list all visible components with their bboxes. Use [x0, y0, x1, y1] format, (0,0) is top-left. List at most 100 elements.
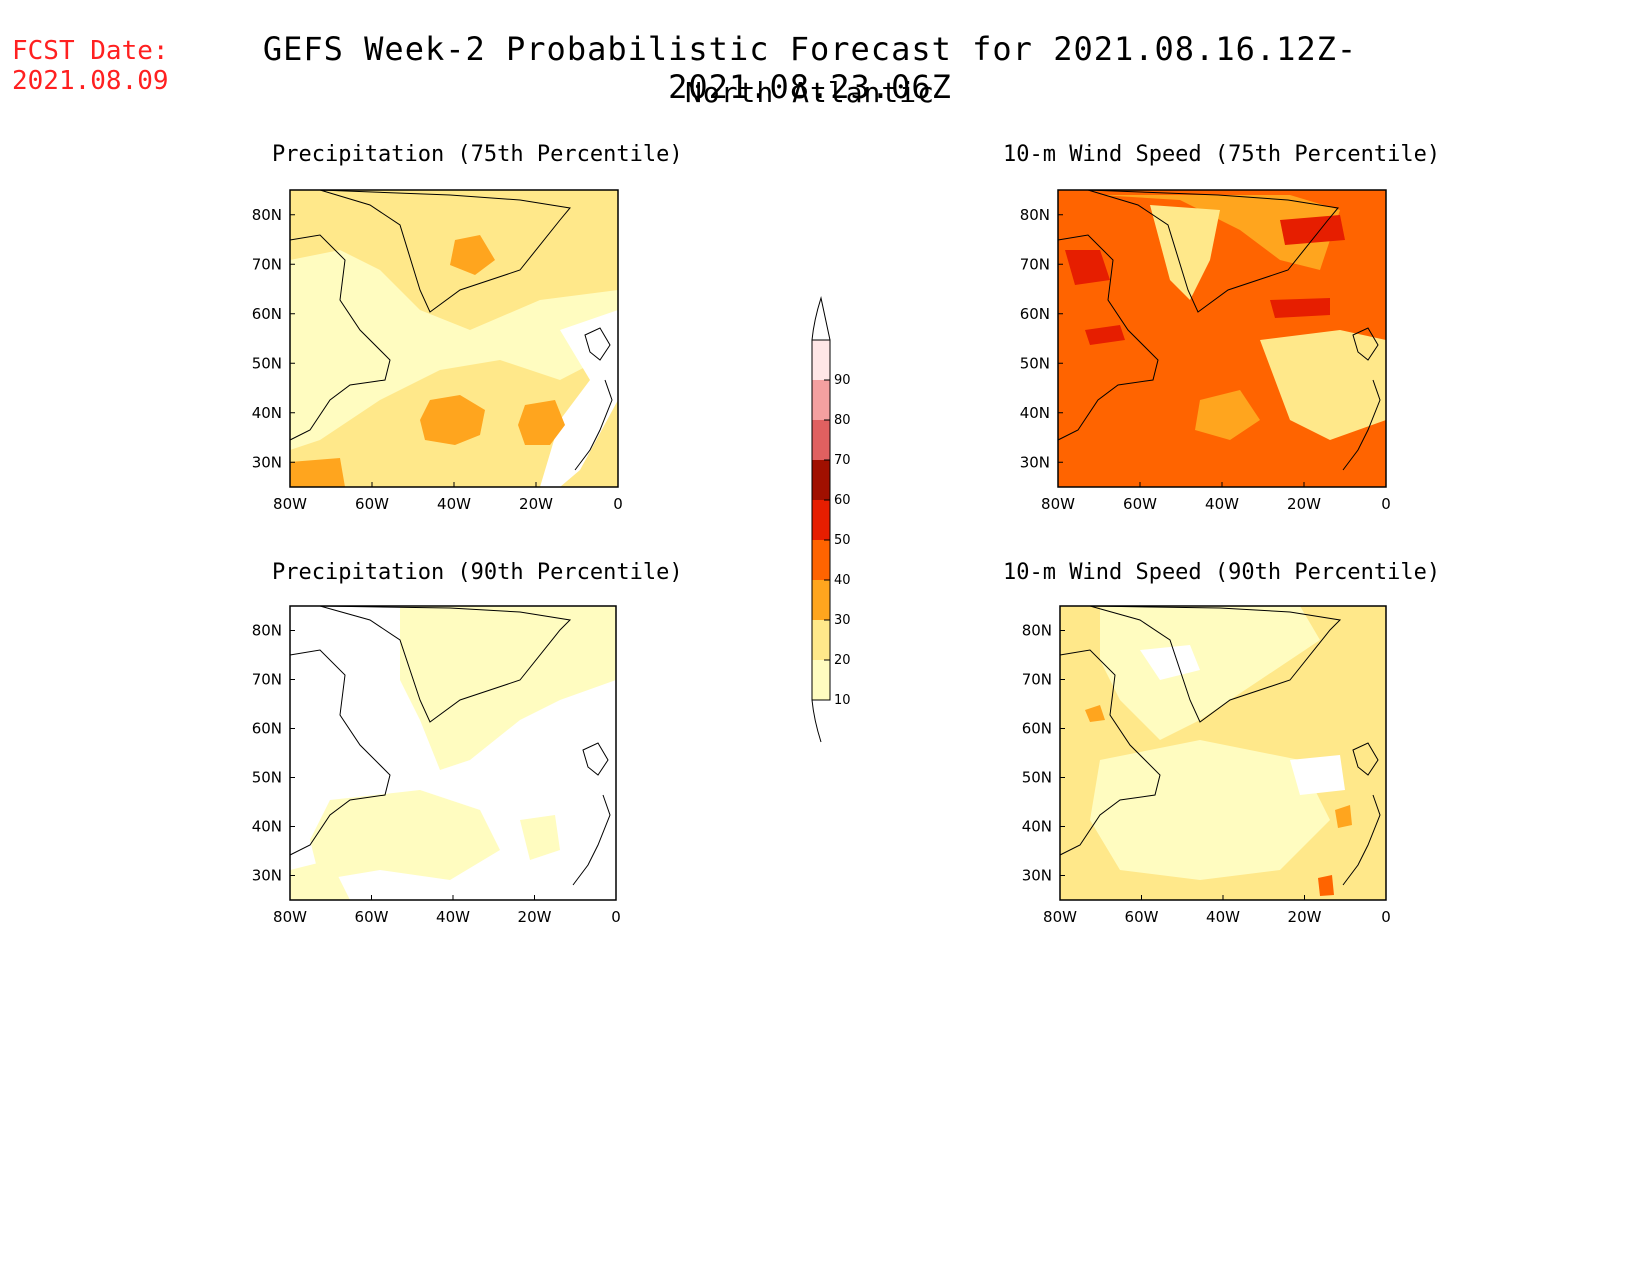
europe-africa-coast: [1342, 794, 1381, 886]
lat-tick-label: 50N: [252, 769, 282, 787]
colorbar-label: 90: [834, 373, 851, 388]
lon-tick-label: 20W: [518, 908, 552, 926]
europe-africa-coast: [574, 379, 613, 471]
lon-tick-label: 80W: [1041, 495, 1075, 513]
lat-tick-label: 60N: [252, 305, 282, 323]
colorbar-cap-bottom: [811, 699, 830, 743]
lat-tick-label: 60N: [252, 720, 282, 738]
shade-orange-north: [1100, 195, 1340, 270]
lat-tick-label: 70N: [1020, 255, 1050, 273]
shade-yellow-east: [1260, 330, 1386, 440]
lon-tick-label: 60W: [355, 908, 389, 926]
shade-orange-1: [1085, 705, 1105, 722]
lat-tick-label: 60N: [1020, 305, 1050, 323]
map-panel-precip-90: [289, 605, 617, 901]
lon-tick-label: 60W: [1123, 495, 1157, 513]
lat-tick-label: 70N: [252, 671, 282, 689]
colorbar-swatch: [812, 580, 830, 620]
colorbar-swatch: [812, 540, 830, 580]
shade-red-4: [1065, 250, 1110, 285]
greenland-coast: [319, 189, 571, 313]
lat-tick-label: 30N: [252, 867, 282, 885]
lat-tick-label: 40N: [1020, 404, 1050, 422]
colorbar-label: 30: [834, 613, 851, 628]
lat-tick-label: 50N: [1022, 769, 1052, 787]
lat-tick-label: 30N: [1022, 867, 1052, 885]
colorbar-cap-top: [811, 296, 831, 341]
colorbar-swatch: [812, 380, 830, 420]
europe-africa-coast: [572, 794, 611, 886]
colorbar-label: 20: [834, 653, 851, 668]
greenland-coast: [319, 605, 572, 723]
colorbar-swatch: [812, 500, 830, 540]
lat-tick-label: 40N: [252, 404, 282, 422]
panel-title-precip-90: Precipitation (90th Percentile): [272, 560, 683, 585]
lat-tick-label: 60N: [1022, 720, 1052, 738]
shade-yellow-greenland: [1150, 205, 1220, 300]
axis-labels: 80W 60W 40W 20W 0 80N 70N 60N 50N 40N 30N 80W 60W 40W…: [252, 206, 1391, 926]
colorbar-label: 60: [834, 493, 851, 508]
lat-tick-label: 30N: [252, 453, 282, 471]
panel-title-wind-75: 10-m Wind Speed (75th Percentile): [1003, 142, 1441, 167]
lat-tick-label: 80N: [252, 622, 282, 640]
shade-darkorange-1: [1318, 875, 1334, 896]
lon-tick-label: 20W: [519, 495, 553, 513]
lat-tick-label: 40N: [252, 818, 282, 836]
shade-light-north: [1100, 606, 1320, 740]
lon-tick-label: 20W: [1288, 908, 1322, 926]
lat-tick-label: 50N: [1020, 354, 1050, 372]
shade-light-south: [310, 790, 500, 880]
shade-white-east: [540, 310, 618, 487]
lon-tick-label: 60W: [355, 495, 389, 513]
shade-red-3: [1085, 325, 1125, 345]
panel-title-wind-90: 10-m Wind Speed (90th Percentile): [1003, 560, 1441, 585]
shade-orange-1: [420, 395, 485, 445]
lon-tick-label: 40W: [1205, 495, 1239, 513]
shade-white-2: [1290, 755, 1345, 795]
lat-tick-label: 80N: [252, 206, 282, 224]
lat-tick-label: 80N: [1022, 622, 1052, 640]
colorbar-swatch: [812, 460, 830, 500]
shade-light-sw: [290, 860, 350, 900]
map-panel-precip-75: [289, 189, 619, 488]
north-america-coast: [289, 234, 391, 441]
europe-africa-coast: [1342, 379, 1381, 471]
shade-light-east: [520, 815, 560, 860]
lon-tick-label: 0: [1381, 495, 1391, 513]
british-isles-coast: [1352, 742, 1379, 776]
map-panel-wind-90: [1059, 605, 1387, 901]
colorbar: 10 20 30 40 50 60 70 80 90: [811, 296, 851, 743]
greenland-coast: [1089, 605, 1342, 723]
british-isles-coast: [584, 327, 611, 361]
page-subtitle: North Atlantic: [684, 76, 935, 109]
colorbar-swatch: [812, 340, 830, 380]
lon-tick-label: 0: [1381, 908, 1391, 926]
colorbar-label: 40: [834, 573, 851, 588]
shade-orange-4: [290, 458, 345, 487]
colorbar-label: 50: [834, 533, 851, 548]
map-panel-wind-75: [1057, 189, 1387, 488]
lon-tick-label: 80W: [273, 908, 307, 926]
page-title: GEFS Week-2 Probabilistic Forecast for 2…: [262, 30, 1358, 106]
north-america-coast: [1057, 234, 1159, 441]
shade-orange-2: [1335, 805, 1352, 828]
north-america-coast: [1059, 649, 1161, 856]
shade-orange-2: [518, 400, 565, 445]
shade-light-central: [1090, 740, 1330, 880]
lat-tick-label: 70N: [252, 255, 282, 273]
lat-tick-label: 70N: [1022, 671, 1052, 689]
north-america-coast: [289, 649, 391, 856]
colorbar-label: 70: [834, 453, 851, 468]
greenland-coast: [1087, 189, 1339, 313]
shade-white-1: [1140, 645, 1200, 680]
british-isles-coast: [582, 742, 609, 776]
shade-red-1: [1280, 215, 1345, 245]
shade-light-north: [400, 606, 616, 770]
lat-tick-label: 30N: [1020, 453, 1050, 471]
shade-orange-3: [450, 235, 495, 275]
british-isles-coast: [1352, 327, 1379, 361]
lon-tick-label: 40W: [437, 495, 471, 513]
colorbar-swatch: [812, 620, 830, 660]
colorbar-label: 80: [834, 413, 851, 428]
